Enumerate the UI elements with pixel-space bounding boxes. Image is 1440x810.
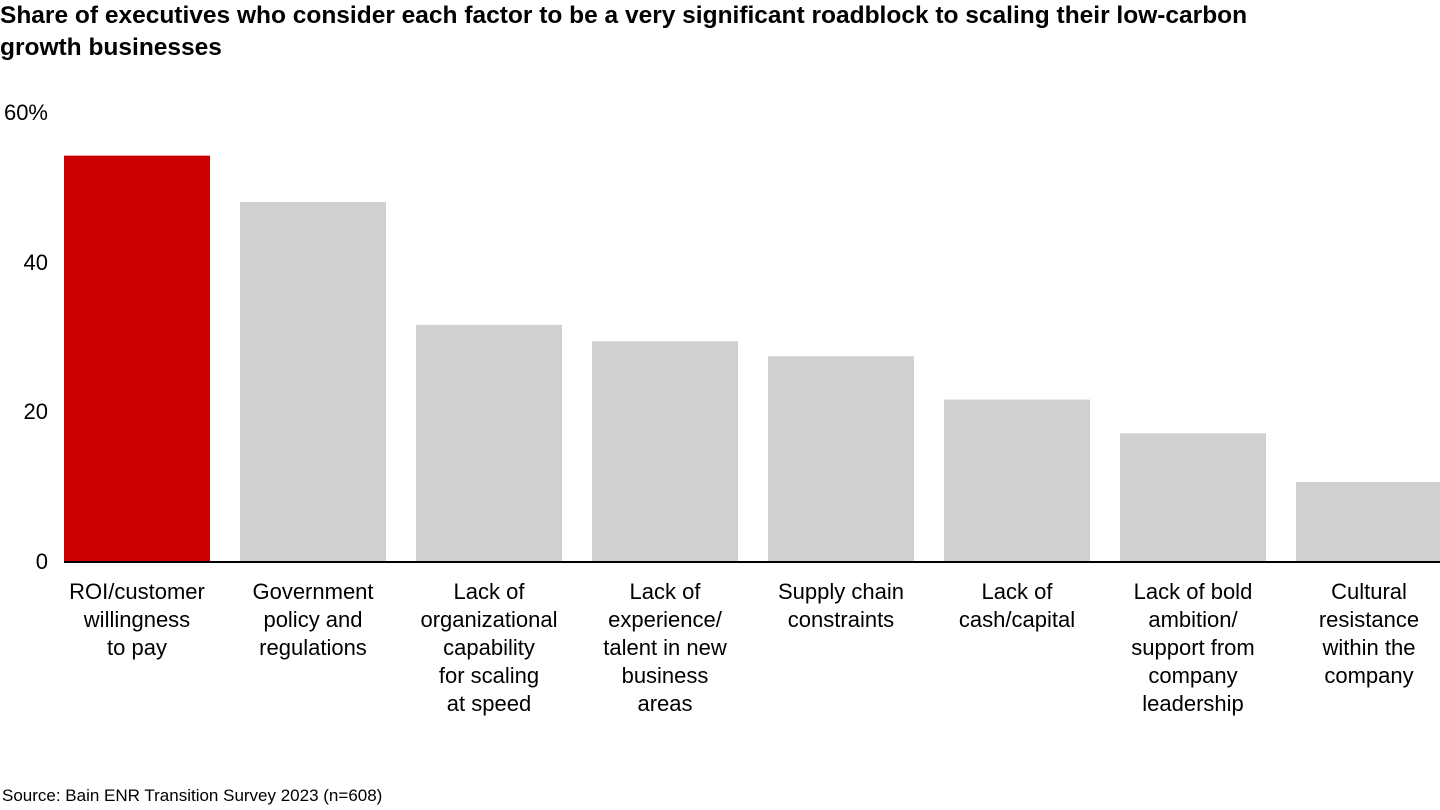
y-tick-label: 20 — [23, 399, 48, 425]
bar — [64, 155, 210, 562]
source-note: Source: Bain ENR Transition Survey 2023 … — [2, 786, 383, 805]
bar — [240, 202, 386, 562]
x-tick-label: Lack of cash/capital — [958, 579, 1076, 632]
bar — [944, 399, 1090, 562]
bar — [1296, 481, 1440, 562]
x-tick-label: Supply chain constraints — [778, 579, 904, 632]
y-tick-label: 60% — [3, 100, 48, 125]
x-tick-label: Government policy and regulations — [252, 579, 374, 660]
x-tick-label: ROI/customer willingness to pay — [69, 579, 205, 660]
y-tick-label: 0 — [35, 549, 48, 574]
bar — [1120, 433, 1266, 562]
x-tick-label: Lack of organizational capability for sc… — [420, 579, 558, 716]
x-tick-label: Lack of bold ambition/ support from comp… — [1131, 579, 1255, 716]
bar — [768, 356, 914, 562]
bar — [592, 341, 738, 562]
chart-title: Share of executives who consider each fa… — [0, 2, 1248, 61]
y-tick-label: 40 — [23, 249, 48, 275]
bar — [416, 324, 562, 562]
x-tick-label: Cultural resistance within the company — [1318, 579, 1420, 688]
x-tick-label: Lack of experience/ talent in new busine… — [603, 579, 727, 716]
